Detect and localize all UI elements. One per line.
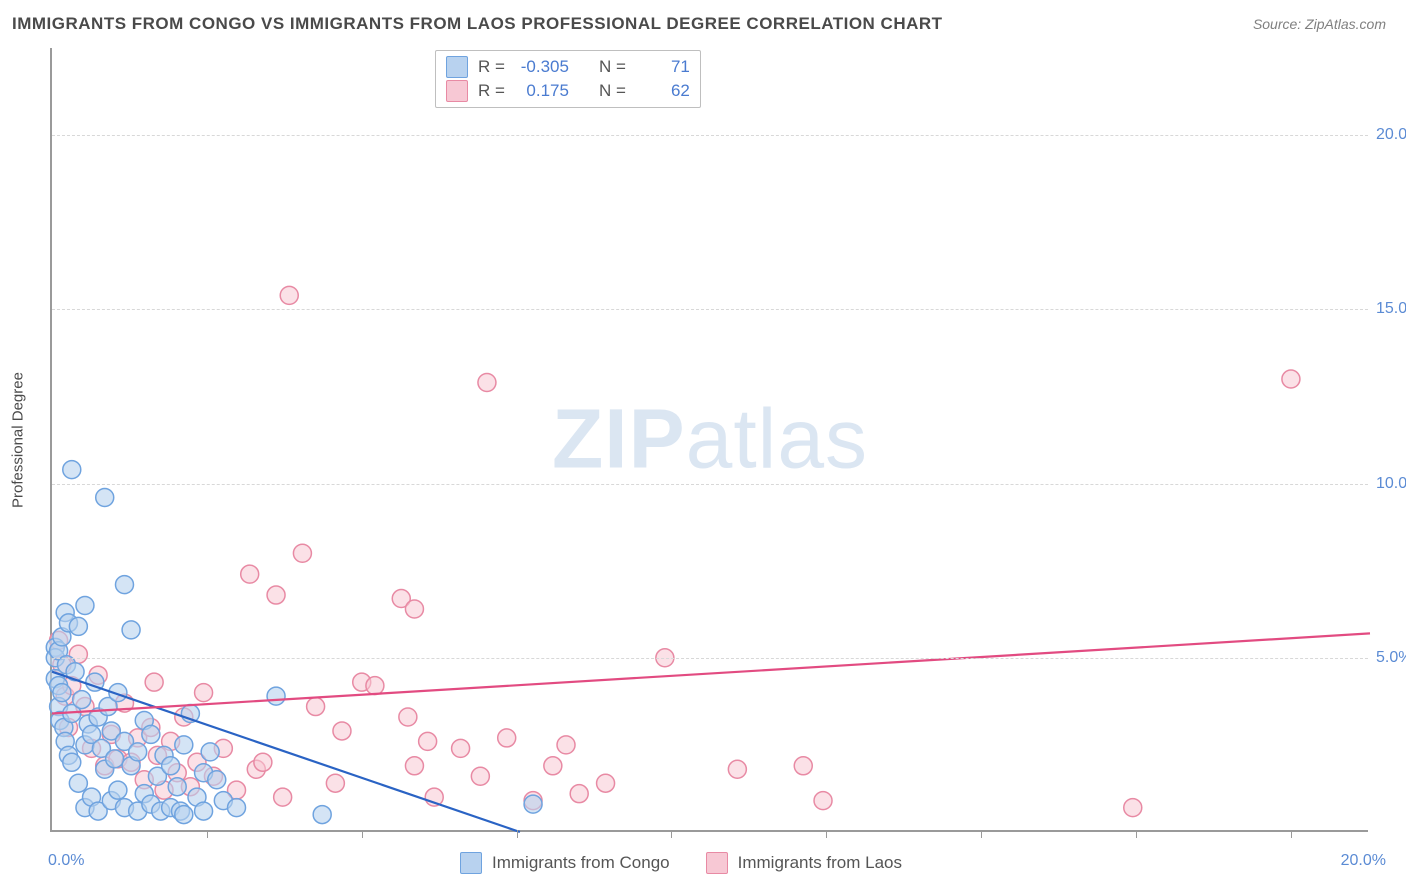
legend-row-laos: R = 0.175 N = 62 <box>446 79 690 103</box>
data-point <box>452 739 470 757</box>
data-point <box>254 753 272 771</box>
data-point <box>168 778 186 796</box>
data-point <box>69 774 87 792</box>
n-label: N = <box>599 79 626 103</box>
x-axis-min-label: 0.0% <box>48 852 84 870</box>
data-point <box>195 684 213 702</box>
data-point <box>478 374 496 392</box>
data-point <box>201 743 219 761</box>
data-point <box>1282 370 1300 388</box>
data-point <box>162 757 180 775</box>
data-point <box>728 760 746 778</box>
data-point <box>597 774 615 792</box>
data-point <box>1124 799 1142 817</box>
data-point <box>557 736 575 754</box>
x-tick <box>826 830 827 838</box>
data-point <box>73 691 91 709</box>
gridline <box>52 658 1368 659</box>
data-point <box>544 757 562 775</box>
legend-item-laos: Immigrants from Laos <box>706 852 902 874</box>
r-value-congo: -0.305 <box>515 55 569 79</box>
scatter-plot-svg <box>52 48 1368 830</box>
swatch-congo <box>446 56 468 78</box>
r-label: R = <box>478 55 505 79</box>
data-point <box>129 743 147 761</box>
data-point <box>498 729 516 747</box>
chart-title: IMMIGRANTS FROM CONGO VS IMMIGRANTS FROM… <box>12 14 943 34</box>
y-axis-label: Professional Degree <box>10 372 27 508</box>
data-point <box>524 795 542 813</box>
data-point <box>106 750 124 768</box>
gridline <box>52 484 1368 485</box>
n-value-congo: 71 <box>636 55 690 79</box>
data-point <box>471 767 489 785</box>
data-point <box>267 687 285 705</box>
n-label: N = <box>599 55 626 79</box>
data-point <box>69 617 87 635</box>
legend-label-laos: Immigrants from Laos <box>738 853 902 873</box>
data-point <box>145 673 163 691</box>
swatch-congo <box>460 852 482 874</box>
data-point <box>570 785 588 803</box>
data-point <box>115 576 133 594</box>
n-value-laos: 62 <box>636 79 690 103</box>
series-legend: Immigrants from Congo Immigrants from La… <box>460 852 902 874</box>
source-attribution: Source: ZipAtlas.com <box>1253 16 1386 32</box>
x-tick <box>362 830 363 838</box>
data-point <box>53 684 71 702</box>
legend-item-congo: Immigrants from Congo <box>460 852 670 874</box>
data-point <box>307 698 325 716</box>
data-point <box>175 806 193 824</box>
data-point <box>274 788 292 806</box>
data-point <box>814 792 832 810</box>
data-point <box>293 544 311 562</box>
trend-line <box>52 633 1370 713</box>
data-point <box>76 597 94 615</box>
y-tick-label: 20.0% <box>1376 126 1406 144</box>
r-label: R = <box>478 79 505 103</box>
gridline <box>52 309 1368 310</box>
data-point <box>333 722 351 740</box>
data-point <box>195 802 213 820</box>
data-point <box>208 771 226 789</box>
data-point <box>399 708 417 726</box>
y-tick-label: 10.0% <box>1376 475 1406 493</box>
x-axis-max-label: 20.0% <box>1341 852 1386 870</box>
data-point <box>122 621 140 639</box>
x-tick <box>671 830 672 838</box>
data-point <box>63 753 81 771</box>
x-tick <box>981 830 982 838</box>
x-tick <box>1136 830 1137 838</box>
plot-area: ZIPatlas 5.0%10.0%15.0%20.0% <box>50 48 1368 832</box>
data-point <box>326 774 344 792</box>
data-point <box>419 732 437 750</box>
data-point <box>109 781 127 799</box>
data-point <box>96 488 114 506</box>
data-point <box>280 286 298 304</box>
data-point <box>794 757 812 775</box>
data-point <box>175 736 193 754</box>
y-tick-label: 5.0% <box>1376 649 1406 667</box>
data-point <box>63 461 81 479</box>
data-point <box>366 677 384 695</box>
x-tick <box>517 830 518 838</box>
y-tick-label: 15.0% <box>1376 300 1406 318</box>
x-tick <box>1291 830 1292 838</box>
r-value-laos: 0.175 <box>515 79 569 103</box>
correlation-legend: R = -0.305 N = 71 R = 0.175 N = 62 <box>435 50 701 108</box>
data-point <box>405 600 423 618</box>
data-point <box>405 757 423 775</box>
x-tick <box>207 830 208 838</box>
data-point <box>228 799 246 817</box>
legend-row-congo: R = -0.305 N = 71 <box>446 55 690 79</box>
swatch-laos <box>706 852 728 874</box>
data-point <box>142 725 160 743</box>
swatch-laos <box>446 80 468 102</box>
data-point <box>241 565 259 583</box>
data-point <box>267 586 285 604</box>
legend-label-congo: Immigrants from Congo <box>492 853 670 873</box>
data-point <box>313 806 331 824</box>
gridline <box>52 135 1368 136</box>
